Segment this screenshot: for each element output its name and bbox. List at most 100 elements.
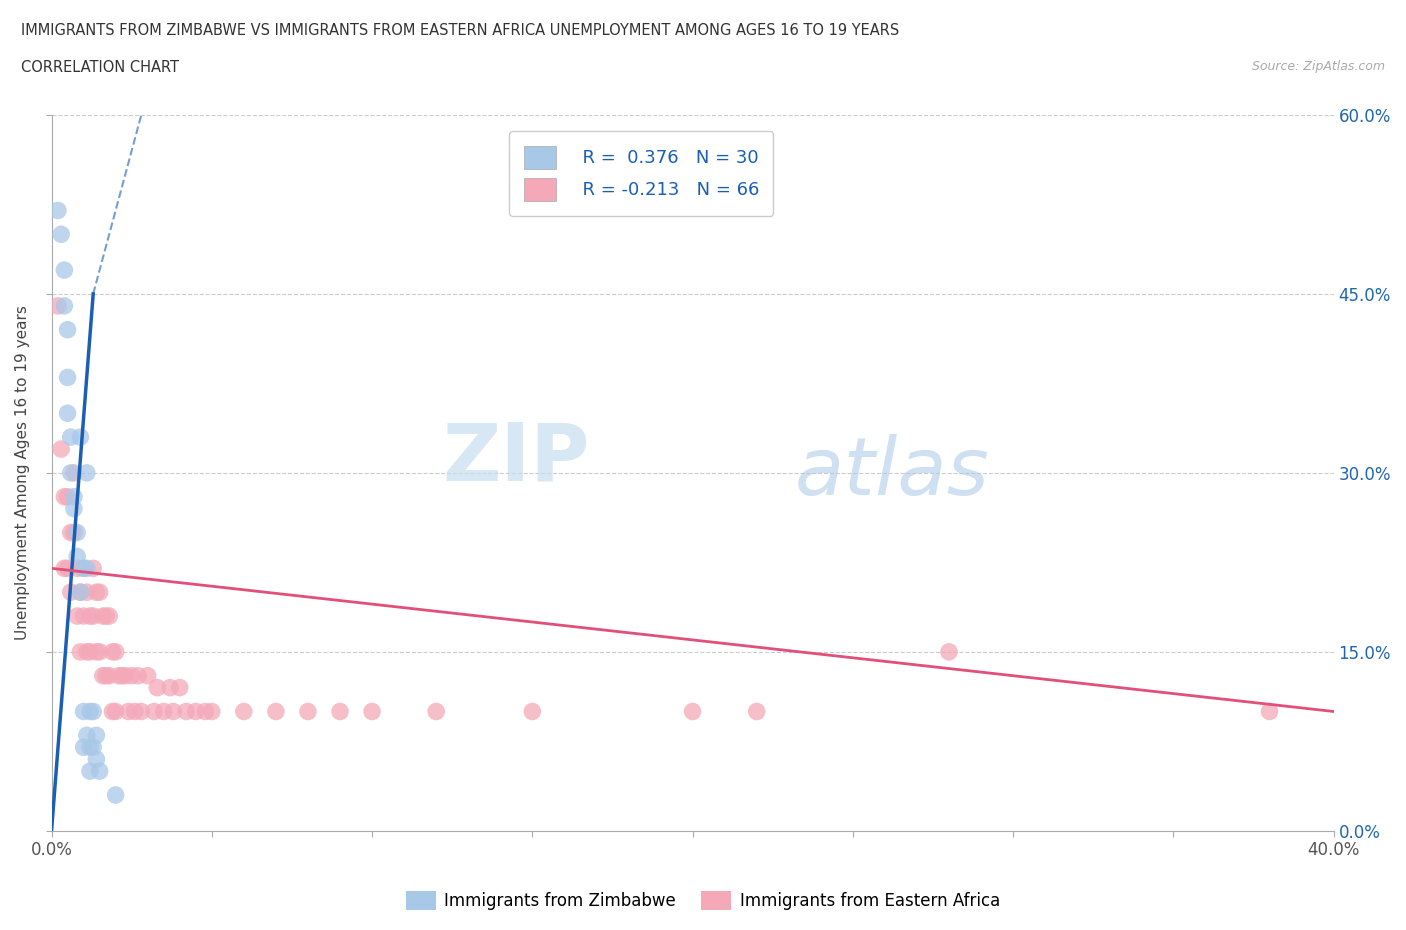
Point xyxy=(69,585,91,600)
Point xyxy=(184,704,207,719)
Point xyxy=(94,669,117,684)
Point xyxy=(108,669,131,684)
Point xyxy=(63,465,86,480)
Point xyxy=(86,728,108,743)
Point xyxy=(82,561,104,576)
Point xyxy=(76,561,98,576)
Point xyxy=(72,561,94,576)
Point xyxy=(152,704,174,719)
Point xyxy=(159,680,181,695)
Point xyxy=(522,704,544,719)
Text: Source: ZipAtlas.com: Source: ZipAtlas.com xyxy=(1251,60,1385,73)
Legend: Immigrants from Zimbabwe, Immigrants from Eastern Africa: Immigrants from Zimbabwe, Immigrants fro… xyxy=(399,884,1007,917)
Point xyxy=(114,669,136,684)
Point xyxy=(72,561,94,576)
Point xyxy=(76,585,98,600)
Point xyxy=(76,465,98,480)
Point xyxy=(59,430,82,445)
Point xyxy=(86,644,108,659)
Point xyxy=(66,608,89,623)
Point xyxy=(66,549,89,564)
Point xyxy=(66,561,89,576)
Point xyxy=(69,585,91,600)
Point xyxy=(56,370,79,385)
Point xyxy=(76,644,98,659)
Point xyxy=(111,669,134,684)
Point xyxy=(143,704,166,719)
Point xyxy=(127,669,149,684)
Point xyxy=(129,704,152,719)
Point xyxy=(169,680,191,695)
Point xyxy=(98,669,121,684)
Point xyxy=(425,704,447,719)
Point xyxy=(232,704,254,719)
Point xyxy=(117,704,139,719)
Point xyxy=(76,728,98,743)
Legend:   R =  0.376   N = 30,   R = -0.213   N = 66: R = 0.376 N = 30, R = -0.213 N = 66 xyxy=(509,131,773,216)
Point xyxy=(79,704,101,719)
Point xyxy=(69,644,91,659)
Point xyxy=(201,704,224,719)
Point xyxy=(146,680,169,695)
Point xyxy=(104,788,127,803)
Point xyxy=(101,704,124,719)
Point xyxy=(46,299,69,313)
Point xyxy=(91,669,114,684)
Point xyxy=(98,608,121,623)
Point xyxy=(82,608,104,623)
Point xyxy=(53,489,76,504)
Point xyxy=(63,501,86,516)
Point xyxy=(124,704,146,719)
Point xyxy=(79,764,101,778)
Point xyxy=(89,644,111,659)
Point xyxy=(104,704,127,719)
Point xyxy=(56,561,79,576)
Point xyxy=(79,740,101,755)
Point xyxy=(82,704,104,719)
Point xyxy=(94,608,117,623)
Point xyxy=(49,227,72,242)
Point xyxy=(53,299,76,313)
Point xyxy=(82,740,104,755)
Point xyxy=(66,525,89,540)
Point xyxy=(89,585,111,600)
Point xyxy=(72,704,94,719)
Point xyxy=(53,262,76,277)
Point xyxy=(121,669,143,684)
Point xyxy=(361,704,384,719)
Point xyxy=(63,525,86,540)
Point xyxy=(53,561,76,576)
Point xyxy=(63,489,86,504)
Point xyxy=(46,203,69,218)
Y-axis label: Unemployment Among Ages 16 to 19 years: Unemployment Among Ages 16 to 19 years xyxy=(15,305,30,641)
Point xyxy=(86,585,108,600)
Point xyxy=(59,585,82,600)
Point xyxy=(79,608,101,623)
Point xyxy=(174,704,197,719)
Point xyxy=(104,644,127,659)
Point xyxy=(297,704,319,719)
Point xyxy=(682,704,704,719)
Point xyxy=(89,764,111,778)
Text: ZIP: ZIP xyxy=(443,419,591,498)
Point xyxy=(56,489,79,504)
Point xyxy=(938,644,960,659)
Point xyxy=(69,430,91,445)
Text: IMMIGRANTS FROM ZIMBABWE VS IMMIGRANTS FROM EASTERN AFRICA UNEMPLOYMENT AMONG AG: IMMIGRANTS FROM ZIMBABWE VS IMMIGRANTS F… xyxy=(21,23,900,38)
Point xyxy=(72,740,94,755)
Point xyxy=(136,669,159,684)
Text: atlas: atlas xyxy=(796,434,990,512)
Point xyxy=(745,704,768,719)
Point xyxy=(79,644,101,659)
Point xyxy=(56,323,79,338)
Point xyxy=(1258,704,1281,719)
Point xyxy=(86,751,108,766)
Point xyxy=(162,704,184,719)
Point xyxy=(194,704,217,719)
Text: CORRELATION CHART: CORRELATION CHART xyxy=(21,60,179,75)
Point xyxy=(59,465,82,480)
Point xyxy=(72,608,94,623)
Point xyxy=(264,704,287,719)
Point xyxy=(56,405,79,420)
Point xyxy=(59,525,82,540)
